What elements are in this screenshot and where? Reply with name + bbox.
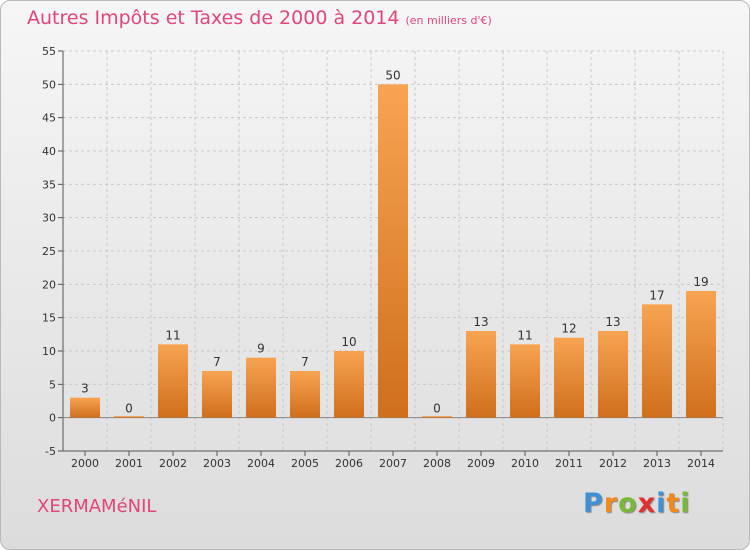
bar xyxy=(598,331,628,418)
x-tick-label: 2011 xyxy=(555,457,583,470)
data-label: 7 xyxy=(213,355,221,369)
data-label: 9 xyxy=(257,342,265,356)
y-tick-label: 5 xyxy=(49,378,56,391)
x-tick-label: 2006 xyxy=(335,457,363,470)
y-tick-label: 55 xyxy=(42,45,56,58)
bar xyxy=(554,337,584,418)
data-label: 0 xyxy=(125,402,133,416)
bars xyxy=(70,84,716,418)
x-tick-label: 2003 xyxy=(203,457,231,470)
x-tick-label: 2013 xyxy=(643,457,671,470)
logo-letter: i xyxy=(680,488,691,519)
y-tick-label: -5 xyxy=(45,445,56,458)
data-label: 19 xyxy=(693,275,708,289)
x-tick-label: 2005 xyxy=(291,457,319,470)
y-tick-label: 45 xyxy=(42,112,56,125)
bar xyxy=(422,416,452,418)
bar xyxy=(114,416,144,418)
data-label: 11 xyxy=(517,328,532,342)
y-tick-label: 15 xyxy=(42,312,56,325)
logo-letter: r xyxy=(603,488,619,519)
y-tick-label: 40 xyxy=(42,145,56,158)
data-label: 3 xyxy=(81,382,89,396)
data-label: 17 xyxy=(649,288,664,302)
data-label: 50 xyxy=(385,68,400,82)
y-tick-label: 35 xyxy=(42,178,56,191)
y-tick-label: 20 xyxy=(42,278,56,291)
proxiti-logo: Proxiti xyxy=(583,488,691,519)
bar xyxy=(510,344,540,418)
data-label: 12 xyxy=(561,322,576,336)
x-tick-label: 2000 xyxy=(71,457,99,470)
x-tick-label: 2004 xyxy=(247,457,275,470)
x-tick-label: 2012 xyxy=(599,457,627,470)
bar xyxy=(290,371,320,418)
x-tick-label: 2014 xyxy=(687,457,715,470)
x-tick-label: 2009 xyxy=(467,457,495,470)
logo-letter: o xyxy=(618,488,638,519)
data-label: 11 xyxy=(165,328,180,342)
data-labels: 3 0 11 7 9 7 10 50 0 13 11 12 13 17 19 xyxy=(81,68,708,415)
logo-letter: P xyxy=(583,488,604,519)
y-tick-labels: -5 0 5 10 15 20 25 30 35 40 45 50 55 xyxy=(42,45,56,458)
bar xyxy=(246,357,276,418)
chart-title: Autres Impôts et Taxes de 2000 à 2014 (en… xyxy=(27,7,492,29)
logo-letter: i xyxy=(656,488,667,519)
x-tick-label: 2010 xyxy=(511,457,539,470)
bar xyxy=(334,351,364,418)
y-tick-label: 25 xyxy=(42,245,56,258)
bar xyxy=(70,397,100,418)
data-label: 7 xyxy=(301,355,309,369)
y-tick-label: 30 xyxy=(42,212,56,225)
logo-letter: x xyxy=(637,488,657,519)
commune-name: XERMAMéNIL xyxy=(37,496,157,517)
y-tick-label: 10 xyxy=(42,345,56,358)
bar xyxy=(202,371,232,418)
y-tick-label: 50 xyxy=(42,78,56,91)
x-tick-label: 2007 xyxy=(379,457,407,470)
bar xyxy=(466,331,496,418)
data-label: 13 xyxy=(605,315,620,329)
data-label: 0 xyxy=(433,402,441,416)
bar xyxy=(158,344,188,418)
x-tick-label: 2002 xyxy=(159,457,187,470)
y-tick-label: 0 xyxy=(49,412,56,425)
x-tick-labels: 2000 2001 2002 2003 2004 2005 2006 2007 2008 2009… xyxy=(71,451,715,470)
bar xyxy=(642,304,672,418)
data-label: 13 xyxy=(473,315,488,329)
chart-subtitle: (en milliers d'€) xyxy=(405,14,492,27)
x-tick-label: 2001 xyxy=(115,457,143,470)
bar xyxy=(378,84,408,418)
chart-title-text: Autres Impôts et Taxes de 2000 à 2014 xyxy=(27,7,400,29)
logo-letter: t xyxy=(666,488,681,519)
x-tick-label: 2008 xyxy=(423,457,451,470)
data-label: 10 xyxy=(341,335,356,349)
bar xyxy=(686,291,716,418)
